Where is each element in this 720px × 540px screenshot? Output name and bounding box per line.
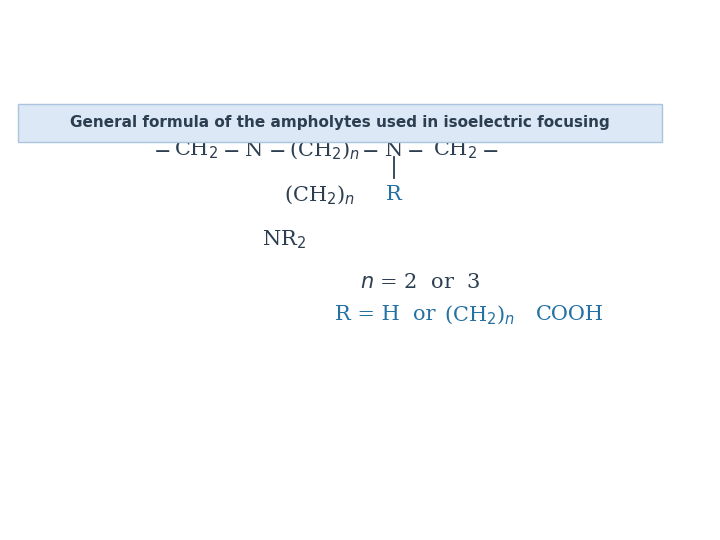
Text: General formula of the ampholytes used in isoelectric focusing: General formula of the ampholytes used i… (70, 116, 610, 131)
Text: $-$: $-$ (406, 140, 423, 159)
FancyBboxPatch shape (18, 104, 662, 142)
Text: COOH: COOH (536, 306, 604, 325)
Text: $-$: $-$ (361, 140, 379, 159)
Text: $n$ = 2  or  3: $n$ = 2 or 3 (360, 273, 480, 292)
Text: $-$: $-$ (222, 140, 240, 159)
Text: $-$: $-$ (153, 140, 171, 159)
Text: R = H  or: R = H or (335, 306, 436, 325)
Text: CH$_2$: CH$_2$ (174, 139, 218, 161)
Text: (CH$_2$)$_n$: (CH$_2$)$_n$ (284, 184, 356, 207)
Text: CH$_2$: CH$_2$ (433, 139, 477, 161)
Text: (CH$_2$)$_n$: (CH$_2$)$_n$ (444, 303, 516, 327)
Text: NR$_2$: NR$_2$ (262, 229, 306, 251)
Text: N: N (245, 140, 263, 159)
Text: (CH$_2$)$_n$: (CH$_2$)$_n$ (289, 138, 361, 161)
Text: N: N (385, 140, 403, 159)
Text: $-$: $-$ (482, 140, 499, 159)
Text: $-$: $-$ (269, 140, 286, 159)
Text: R: R (386, 186, 402, 205)
